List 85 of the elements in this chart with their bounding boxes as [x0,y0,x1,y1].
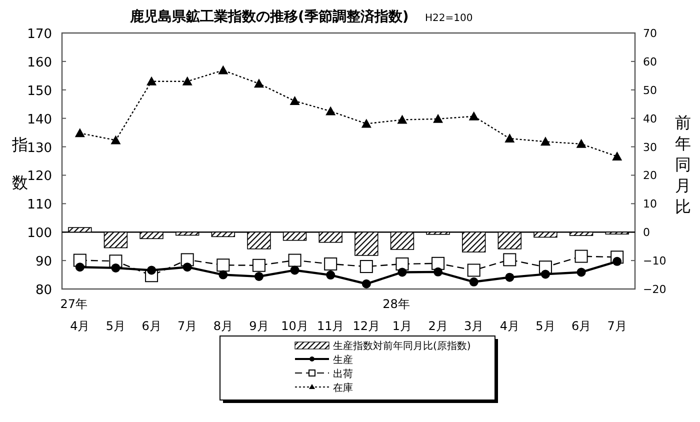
legend-label: 出荷 [333,368,353,380]
chart-subtitle: H22=100 [425,13,473,24]
point [290,96,300,105]
point [434,267,443,276]
point [576,138,586,148]
legend-label: 在庫 [333,382,353,394]
y2-axis-title: 前年同月比 [675,113,691,216]
point [612,151,622,160]
y-tick-label: 140 [27,112,52,128]
x-tick-label: 8月 [213,319,233,333]
x-tick-label: 7月 [178,319,198,333]
point [433,114,444,123]
point [432,256,445,270]
point [288,254,302,267]
y-tick-label: 110 [27,198,52,213]
y-tick-label: 100 [27,226,52,242]
point [467,264,480,277]
point [74,128,85,138]
x-tick-label: 12月 [352,319,380,333]
x-tick-label: 9月 [249,319,269,333]
x-tick-label: 27年 4月 [60,297,90,333]
x-tick-label: 11月 [316,319,344,333]
point [576,268,586,277]
point [290,266,300,275]
point [326,106,336,116]
y-tick-label: 120 [27,169,52,184]
x-tick-label: 3月 [464,319,484,333]
y2-tick-label: 40 [643,112,657,126]
point [110,135,121,144]
y-tick-label: 80 [35,283,52,298]
point [324,257,338,270]
y2-tick-label: 0 [643,226,650,240]
point [504,134,515,143]
point [469,277,478,286]
y-tick-label: 130 [27,140,52,156]
point [397,114,408,124]
point [396,257,409,270]
point [574,250,588,263]
point [252,258,266,272]
point [503,253,516,266]
point [218,65,228,74]
y-tick-label: 170 [27,27,52,42]
x-tick-label: 4月 [500,319,520,333]
x-tick-label: 10月 [281,319,308,333]
x-tick-label: 5月 [536,319,556,333]
point [75,262,84,272]
point [254,272,264,281]
y2-tick-label: 50 [643,84,657,97]
point [362,279,371,288]
point [111,263,120,272]
y2-tick-label: −20 [643,283,666,296]
y2-tick-label: 60 [643,55,657,68]
point [147,266,156,275]
y2-tick-label: 30 [643,140,657,154]
x-tick-label: 2月 [428,319,448,333]
point [505,272,514,282]
x-tick-label: 5月 [106,319,126,333]
y2-tick-label: 10 [643,198,657,211]
y-tick-label: 150 [27,84,52,99]
y-axis-title: 指数 [11,135,28,192]
point [326,270,336,280]
point [468,111,479,120]
point [182,76,192,86]
point [216,258,230,272]
point [218,270,228,280]
x-tick-label: 6月 [142,319,162,333]
chart-title: 鹿児島県鉱工業指数の推移(季節調整済指数) [129,8,409,25]
legend-label: 生産指数対前年同月比(原指数) [333,340,471,352]
y-tick-label: 90 [35,254,52,270]
x-tick-label: 28年 1月 [382,297,412,333]
point [254,78,264,88]
legend-label: 生産 [333,354,353,366]
x-tick-label: 6月 [571,319,592,333]
y2-tick-label: 20 [643,169,657,182]
point [540,270,550,279]
point [398,268,407,277]
y2-tick-label: −10 [643,254,666,268]
point [360,260,373,274]
point [146,76,157,86]
y-tick-label: 160 [27,55,52,70]
point [182,262,192,272]
point [540,136,550,146]
y2-tick-label: 70 [643,27,657,40]
point [361,118,372,128]
x-tick-label: 7月 [607,319,627,333]
